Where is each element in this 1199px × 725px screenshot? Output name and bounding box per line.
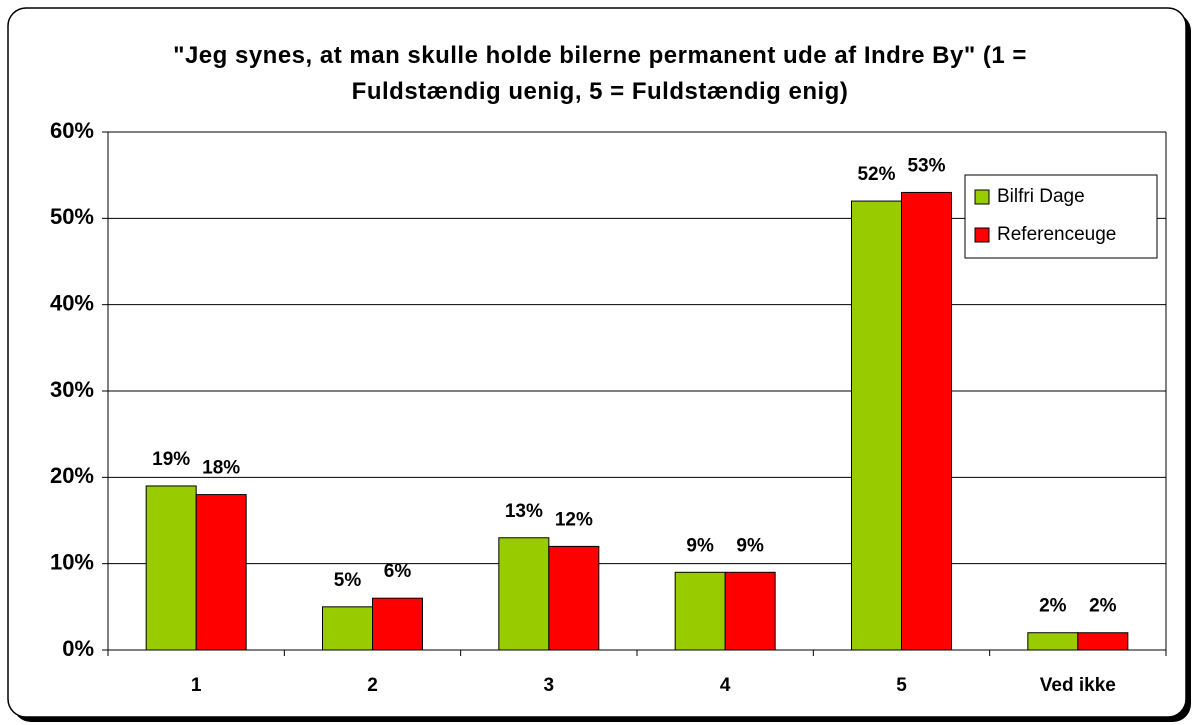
value-label: 12% — [555, 509, 593, 530]
bar — [145, 485, 197, 651]
y-tick-label: 40% — [50, 290, 94, 315]
bar — [724, 571, 776, 651]
x-tick-label: 5 — [896, 675, 907, 696]
bar — [548, 545, 600, 651]
bar — [195, 494, 247, 651]
x-tick-label: 4 — [720, 675, 731, 696]
value-label: 6% — [384, 561, 412, 582]
legend-swatch — [974, 227, 990, 243]
value-label: 53% — [907, 155, 945, 176]
legend-swatch — [974, 189, 990, 205]
value-label: 13% — [505, 501, 543, 522]
x-tick-label: 2 — [367, 675, 378, 696]
x-tick-label: 3 — [544, 675, 555, 696]
x-tick-label: Ved ikke — [1040, 675, 1116, 696]
legend-label: Bilfri Dage — [997, 186, 1085, 207]
value-label: 5% — [334, 570, 362, 591]
value-label: 9% — [736, 535, 764, 556]
value-label: 19% — [152, 449, 190, 470]
bar — [322, 606, 373, 651]
value-label: 18% — [202, 458, 240, 479]
chart-title: "Jeg synes, at man skulle holde bilerne … — [173, 42, 1027, 105]
bar — [674, 571, 726, 651]
y-tick-label: 20% — [50, 463, 94, 488]
value-label: 2% — [1039, 596, 1067, 617]
bar — [901, 191, 952, 651]
value-label: 52% — [857, 164, 895, 185]
bar — [851, 200, 902, 651]
bar — [1077, 632, 1129, 651]
bar — [1027, 632, 1079, 651]
value-label: 9% — [686, 535, 714, 556]
x-tick-label: 1 — [191, 675, 202, 696]
value-label: 2% — [1089, 596, 1117, 617]
y-tick-label: 10% — [50, 549, 94, 574]
bar — [498, 537, 550, 651]
y-tick-label: 60% — [50, 118, 94, 143]
legend-box — [964, 174, 1158, 259]
y-tick-label: 50% — [50, 204, 94, 229]
bar — [372, 597, 423, 651]
y-tick-label: 30% — [50, 377, 94, 402]
legend-label: Referenceuge — [997, 224, 1116, 245]
y-tick-label: 0% — [62, 636, 94, 661]
